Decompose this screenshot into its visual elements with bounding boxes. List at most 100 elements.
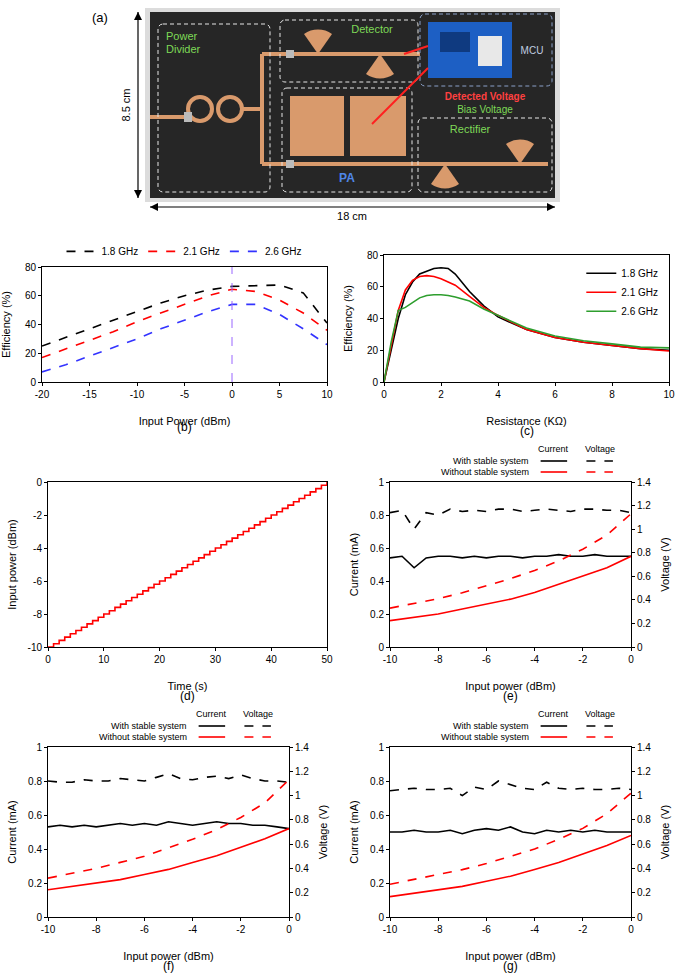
svg-text:1: 1 (295, 790, 301, 801)
svg-text:-4: -4 (530, 924, 539, 935)
svg-text:-4: -4 (188, 924, 197, 935)
svg-text:1.2: 1.2 (637, 766, 651, 777)
svg-text:-8: -8 (434, 924, 443, 935)
svg-text:0.8: 0.8 (370, 510, 384, 521)
svg-text:-20: -20 (35, 389, 50, 400)
svg-text:8: 8 (609, 389, 615, 400)
svg-text:Without stable system: Without stable system (99, 732, 187, 742)
svg-text:-2: -2 (578, 924, 587, 935)
svg-text:0.4: 0.4 (28, 844, 42, 855)
svg-text:Current: Current (196, 709, 227, 719)
svg-text:Detector: Detector (351, 23, 393, 35)
svg-text:-10: -10 (383, 654, 398, 665)
svg-text:0: 0 (45, 654, 51, 665)
svg-text:80: 80 (25, 262, 37, 273)
svg-text:18 cm: 18 cm (337, 210, 367, 222)
svg-text:-10: -10 (130, 389, 145, 400)
svg-text:1: 1 (637, 790, 643, 801)
svg-text:0.2: 0.2 (637, 887, 651, 898)
svg-text:Input power (dBm): Input power (dBm) (6, 519, 18, 609)
svg-text:40: 40 (367, 313, 379, 324)
svg-text:0.2: 0.2 (370, 609, 384, 620)
svg-text:0.6: 0.6 (370, 810, 384, 821)
svg-text:Voltage: Voltage (585, 709, 615, 719)
svg-text:0: 0 (295, 912, 301, 923)
svg-text:0.6: 0.6 (370, 543, 384, 554)
svg-text:Current: Current (538, 444, 569, 454)
svg-text:1.4: 1.4 (637, 742, 651, 753)
svg-text:0.2: 0.2 (637, 618, 651, 629)
svg-text:0: 0 (36, 912, 42, 923)
svg-text:-2: -2 (578, 654, 587, 665)
svg-text:0: 0 (637, 642, 643, 653)
svg-text:0: 0 (30, 377, 36, 388)
svg-text:1.2: 1.2 (295, 766, 309, 777)
svg-text:60: 60 (367, 281, 379, 292)
svg-text:60: 60 (25, 290, 37, 301)
svg-text:5: 5 (277, 389, 283, 400)
svg-text:-8: -8 (92, 924, 101, 935)
svg-text:0.8: 0.8 (295, 814, 309, 825)
svg-text:Detected Voltage: Detected Voltage (445, 91, 526, 102)
svg-text:-6: -6 (33, 576, 42, 587)
svg-text:-4: -4 (33, 543, 42, 554)
svg-text:0.2: 0.2 (370, 878, 384, 889)
svg-text:-6: -6 (482, 924, 491, 935)
svg-text:2.6 GHz: 2.6 GHz (265, 246, 302, 257)
svg-text:Voltage (V): Voltage (V) (659, 805, 671, 859)
svg-text:-6: -6 (482, 654, 491, 665)
svg-text:-10: -10 (41, 924, 56, 935)
svg-text:20: 20 (154, 654, 166, 665)
svg-text:0: 0 (628, 924, 634, 935)
svg-text:Bias Voltage: Bias Voltage (457, 104, 513, 115)
svg-text:-15: -15 (82, 389, 97, 400)
svg-text:With stable system: With stable system (111, 721, 187, 731)
svg-text:2: 2 (438, 389, 444, 400)
svg-text:0.8: 0.8 (370, 776, 384, 787)
svg-text:0: 0 (381, 389, 387, 400)
svg-text:1.8 GHz: 1.8 GHz (621, 268, 658, 279)
svg-text:(g): (g) (503, 959, 518, 973)
svg-text:Rectifier: Rectifier (450, 123, 491, 135)
svg-text:-2: -2 (236, 924, 245, 935)
svg-text:0: 0 (628, 654, 634, 665)
svg-text:Input power (dBm): Input power (dBm) (465, 680, 555, 692)
svg-text:0: 0 (36, 477, 42, 488)
svg-text:2.1 GHz: 2.1 GHz (621, 287, 658, 298)
svg-text:1: 1 (36, 742, 42, 753)
svg-text:20: 20 (25, 348, 37, 359)
svg-text:Input power (dBm): Input power (dBm) (123, 950, 213, 962)
svg-text:80: 80 (367, 250, 379, 261)
svg-text:40: 40 (25, 319, 37, 330)
svg-text:6: 6 (552, 389, 558, 400)
svg-text:50: 50 (321, 654, 333, 665)
svg-text:-4: -4 (530, 654, 539, 665)
svg-text:Efficiency (%): Efficiency (%) (342, 285, 354, 352)
svg-text:0.2: 0.2 (295, 887, 309, 898)
svg-text:Voltage (V): Voltage (V) (317, 805, 329, 859)
svg-text:PA: PA (339, 171, 355, 185)
svg-text:10: 10 (321, 389, 333, 400)
svg-text:(b): (b) (177, 420, 192, 434)
svg-text:Time (s): Time (s) (168, 680, 208, 692)
svg-text:-2: -2 (33, 510, 42, 521)
svg-text:1.4: 1.4 (637, 477, 651, 488)
svg-text:Input Power (dBm): Input Power (dBm) (139, 415, 231, 427)
svg-text:1.4: 1.4 (295, 742, 309, 753)
svg-text:-8: -8 (33, 609, 42, 620)
svg-text:1: 1 (378, 477, 384, 488)
svg-text:0.6: 0.6 (295, 839, 309, 850)
svg-text:0.4: 0.4 (370, 844, 384, 855)
svg-text:0: 0 (286, 924, 292, 935)
svg-text:Current (mA): Current (mA) (6, 800, 18, 864)
svg-text:0.6: 0.6 (28, 810, 42, 821)
svg-text:10: 10 (663, 389, 675, 400)
svg-text:Voltage (V): Voltage (V) (659, 537, 671, 591)
svg-text:(e): (e) (503, 689, 518, 703)
svg-text:(a): (a) (92, 10, 108, 25)
svg-text:0.8: 0.8 (28, 776, 42, 787)
svg-text:(d): (d) (180, 689, 195, 703)
svg-text:0.6: 0.6 (637, 571, 651, 582)
svg-text:0.8: 0.8 (637, 814, 651, 825)
svg-text:Without stable system: Without stable system (441, 467, 529, 477)
